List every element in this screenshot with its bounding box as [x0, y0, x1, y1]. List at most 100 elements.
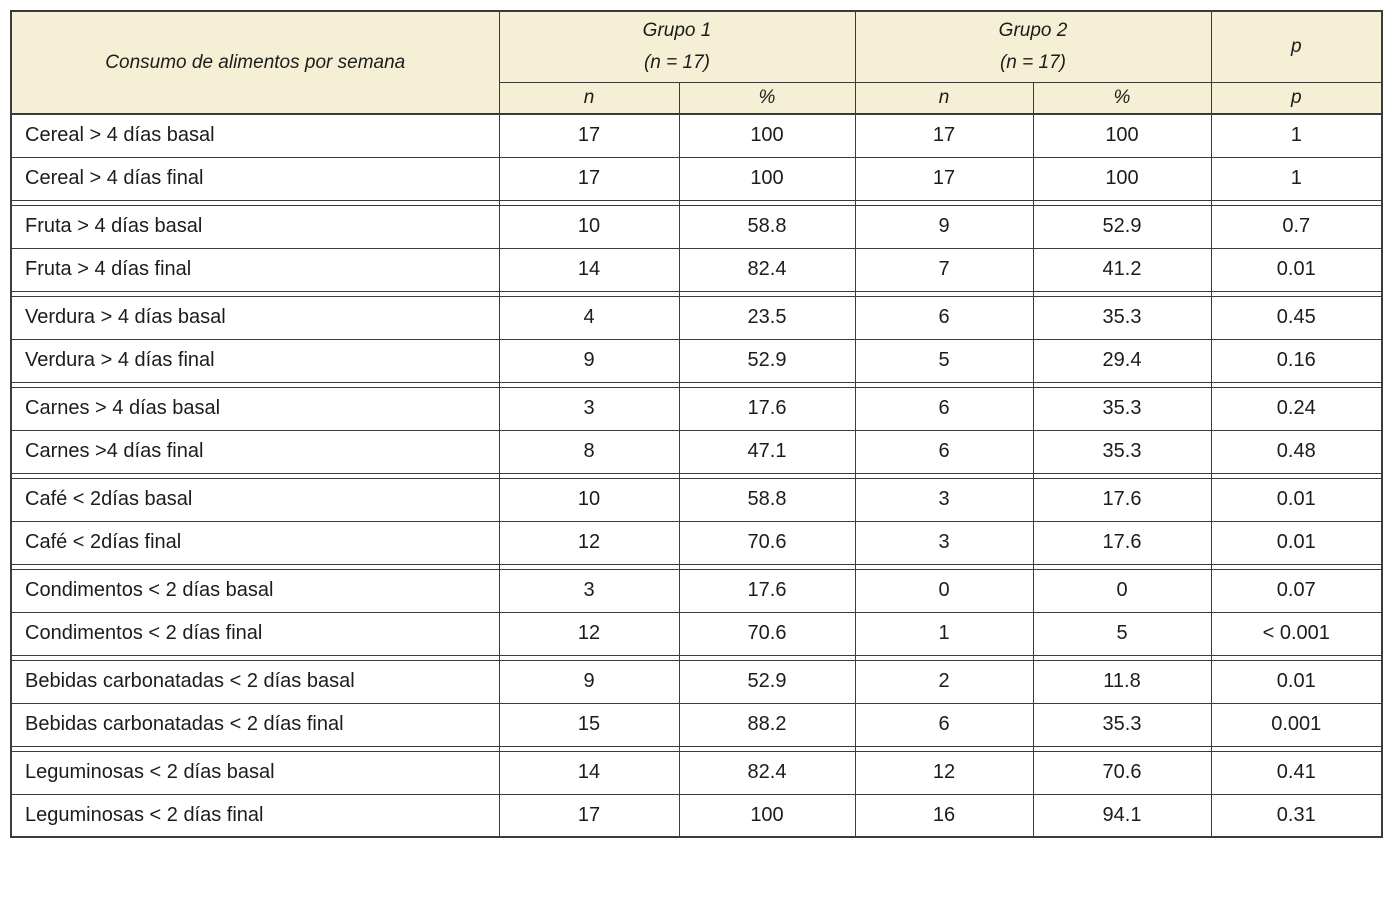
g1-n-cell: 15: [498, 702, 680, 747]
header-sub-row: n % n % p: [11, 81, 1383, 115]
g1-pct-cell: 82.4: [678, 750, 856, 795]
p-value-cell: 0.45: [1210, 295, 1383, 340]
g1-pct-cell: 17.6: [678, 568, 856, 613]
g2-n-cell: 6: [854, 386, 1034, 431]
g2-n-cell: 17: [854, 156, 1034, 201]
g1-n-cell: 4: [498, 295, 680, 340]
g2-pct-cell: 70.6: [1032, 750, 1212, 795]
g1-n-cell: 9: [498, 659, 680, 704]
g2-n-cell: 1: [854, 611, 1034, 656]
table-row: Carnes > 4 días basal 3 17.6 6 35.3 0.24: [10, 386, 1383, 431]
table-row: Leguminosas < 2 días basal 14 82.4 12 70.6 0.…: [10, 750, 1383, 795]
g1-n-cell: 3: [498, 386, 680, 431]
header-grupo2-cell: Grupo 2 (n = 17): [854, 10, 1212, 83]
g1-pct-cell: 100: [678, 793, 856, 838]
g1-pct-cell: 88.2: [678, 702, 856, 747]
g2-pct-cell: 35.3: [1032, 295, 1212, 340]
row-label: Fruta > 4 días basal: [10, 204, 500, 249]
table-row: Condimentos < 2 días basal 3 17.6 0 0 0.07: [10, 568, 1383, 613]
g1-n-cell: 12: [498, 520, 680, 565]
p-value-cell: 0.16: [1210, 338, 1383, 383]
g2-pct-cell: 11.8: [1032, 659, 1212, 704]
row-label: Bebidas carbonatadas < 2 días basal: [10, 659, 500, 704]
g1-pct-cell: 100: [678, 156, 856, 201]
g2-n-cell: 17: [854, 113, 1034, 158]
g2-n-cell: 5: [854, 338, 1034, 383]
g2-n-cell: 2: [854, 659, 1034, 704]
row-label: Fruta > 4 días final: [10, 247, 500, 292]
g1-pct-cell: 58.8: [678, 204, 856, 249]
g1-pct-cell: 23.5: [678, 295, 856, 340]
row-label: Bebidas carbonatadas < 2 días final: [10, 702, 500, 747]
g2-pct-cell: 5: [1032, 611, 1212, 656]
g1-n-cell: 17: [498, 793, 680, 838]
p-value-cell: 0.01: [1210, 520, 1383, 565]
g1-pct-cell: 17.6: [678, 386, 856, 431]
g1-pct-cell: 47.1: [678, 429, 856, 474]
g1-pct-cell: 52.9: [678, 338, 856, 383]
g2-pct-cell: 0: [1032, 568, 1212, 613]
table-row: Condimentos < 2 días final 12 70.6 1 5 < 0.00…: [10, 611, 1383, 656]
g2-n-cell: 7: [854, 247, 1034, 292]
g2-pct-cell: 100: [1032, 113, 1212, 158]
table-row: Bebidas carbonatadas < 2 días final 15 88.…: [10, 702, 1383, 747]
g1-n-cell: 8: [498, 429, 680, 474]
g1-pct-cell: 58.8: [678, 477, 856, 522]
grupo1-n: (n = 17): [643, 51, 710, 73]
g1-n-cell: 14: [498, 750, 680, 795]
group-separator: [10, 745, 1383, 752]
table-row: Carnes >4 días final 8 47.1 6 35.3 0.48: [10, 429, 1383, 474]
g2-n-cell: 9: [854, 204, 1034, 249]
header-grupo1-cell: Grupo 1 (n = 17): [498, 10, 856, 83]
g2-pct-cell: 35.3: [1032, 429, 1212, 474]
g1-n-cell: 17: [498, 113, 680, 158]
g1-pct-cell: 70.6: [678, 611, 856, 656]
p-value-cell: 0.07: [1210, 568, 1383, 613]
row-label: Cereal > 4 días basal: [10, 113, 500, 158]
row-label: Carnes > 4 días basal: [10, 386, 500, 431]
grupo1-title: Grupo 1: [642, 20, 712, 42]
g1-n-cell: 9: [498, 338, 680, 383]
g1-n-cell: 10: [498, 204, 680, 249]
subheader-p: p: [1210, 81, 1383, 115]
table-row: Leguminosas < 2 días final 17 100 16 94.1 0.3…: [10, 793, 1383, 838]
g1-n-cell: 10: [498, 477, 680, 522]
g2-pct-cell: 17.6: [1032, 477, 1212, 522]
header-group-row: Consumo de alimentos por semana Grupo 1 …: [10, 10, 1383, 115]
subheader-g2-n: n: [854, 81, 1034, 115]
row-label: Café < 2días final: [10, 520, 500, 565]
p-value-cell: 0.01: [1210, 477, 1383, 522]
g2-n-cell: 3: [854, 477, 1034, 522]
g1-pct-cell: 70.6: [678, 520, 856, 565]
g1-pct-cell: 82.4: [678, 247, 856, 292]
g1-n-cell: 12: [498, 611, 680, 656]
g2-pct-cell: 17.6: [1032, 520, 1212, 565]
p-value-cell: 0.41: [1210, 750, 1383, 795]
row-label: Cereal > 4 días final: [10, 156, 500, 201]
subheader-g2-pct: %: [1032, 81, 1212, 115]
g1-n-cell: 17: [498, 156, 680, 201]
p-value-cell: < 0.001: [1210, 611, 1383, 656]
g1-n-cell: 14: [498, 247, 680, 292]
row-label: Condimentos < 2 días basal: [10, 568, 500, 613]
g2-pct-cell: 35.3: [1032, 702, 1212, 747]
g2-pct-cell: 100: [1032, 156, 1212, 201]
g1-pct-cell: 100: [678, 113, 856, 158]
g2-n-cell: 3: [854, 520, 1034, 565]
header-p-cell: p: [1210, 10, 1383, 83]
food-consumption-table: Consumo de alimentos por semana Grupo 1 …: [10, 10, 1383, 838]
p-value-cell: 0.001: [1210, 702, 1383, 747]
row-label: Café < 2días basal: [10, 477, 500, 522]
g1-pct-cell: 52.9: [678, 659, 856, 704]
table-row: Verdura > 4 días final 9 52.9 5 29.4 0.16: [10, 338, 1383, 383]
row-label: Carnes >4 días final: [10, 429, 500, 474]
table-row: Fruta > 4 días final 14 82.4 7 41.2 0.01: [10, 247, 1383, 292]
p-value-cell: 0.01: [1210, 247, 1383, 292]
grupo2-n: (n = 17): [999, 51, 1066, 73]
table-row: Cereal > 4 días basal 17 100 17 100 1: [10, 113, 1383, 158]
row-label: Leguminosas < 2 días final: [10, 793, 500, 838]
row-label: Verdura > 4 días final: [10, 338, 500, 383]
table-row: Café < 2días final 12 70.6 3 17.6 0.01: [10, 520, 1383, 565]
table-row: Fruta > 4 días basal 10 58.8 9 52.9 0.7: [10, 204, 1383, 249]
p-value-cell: 1: [1210, 156, 1383, 201]
